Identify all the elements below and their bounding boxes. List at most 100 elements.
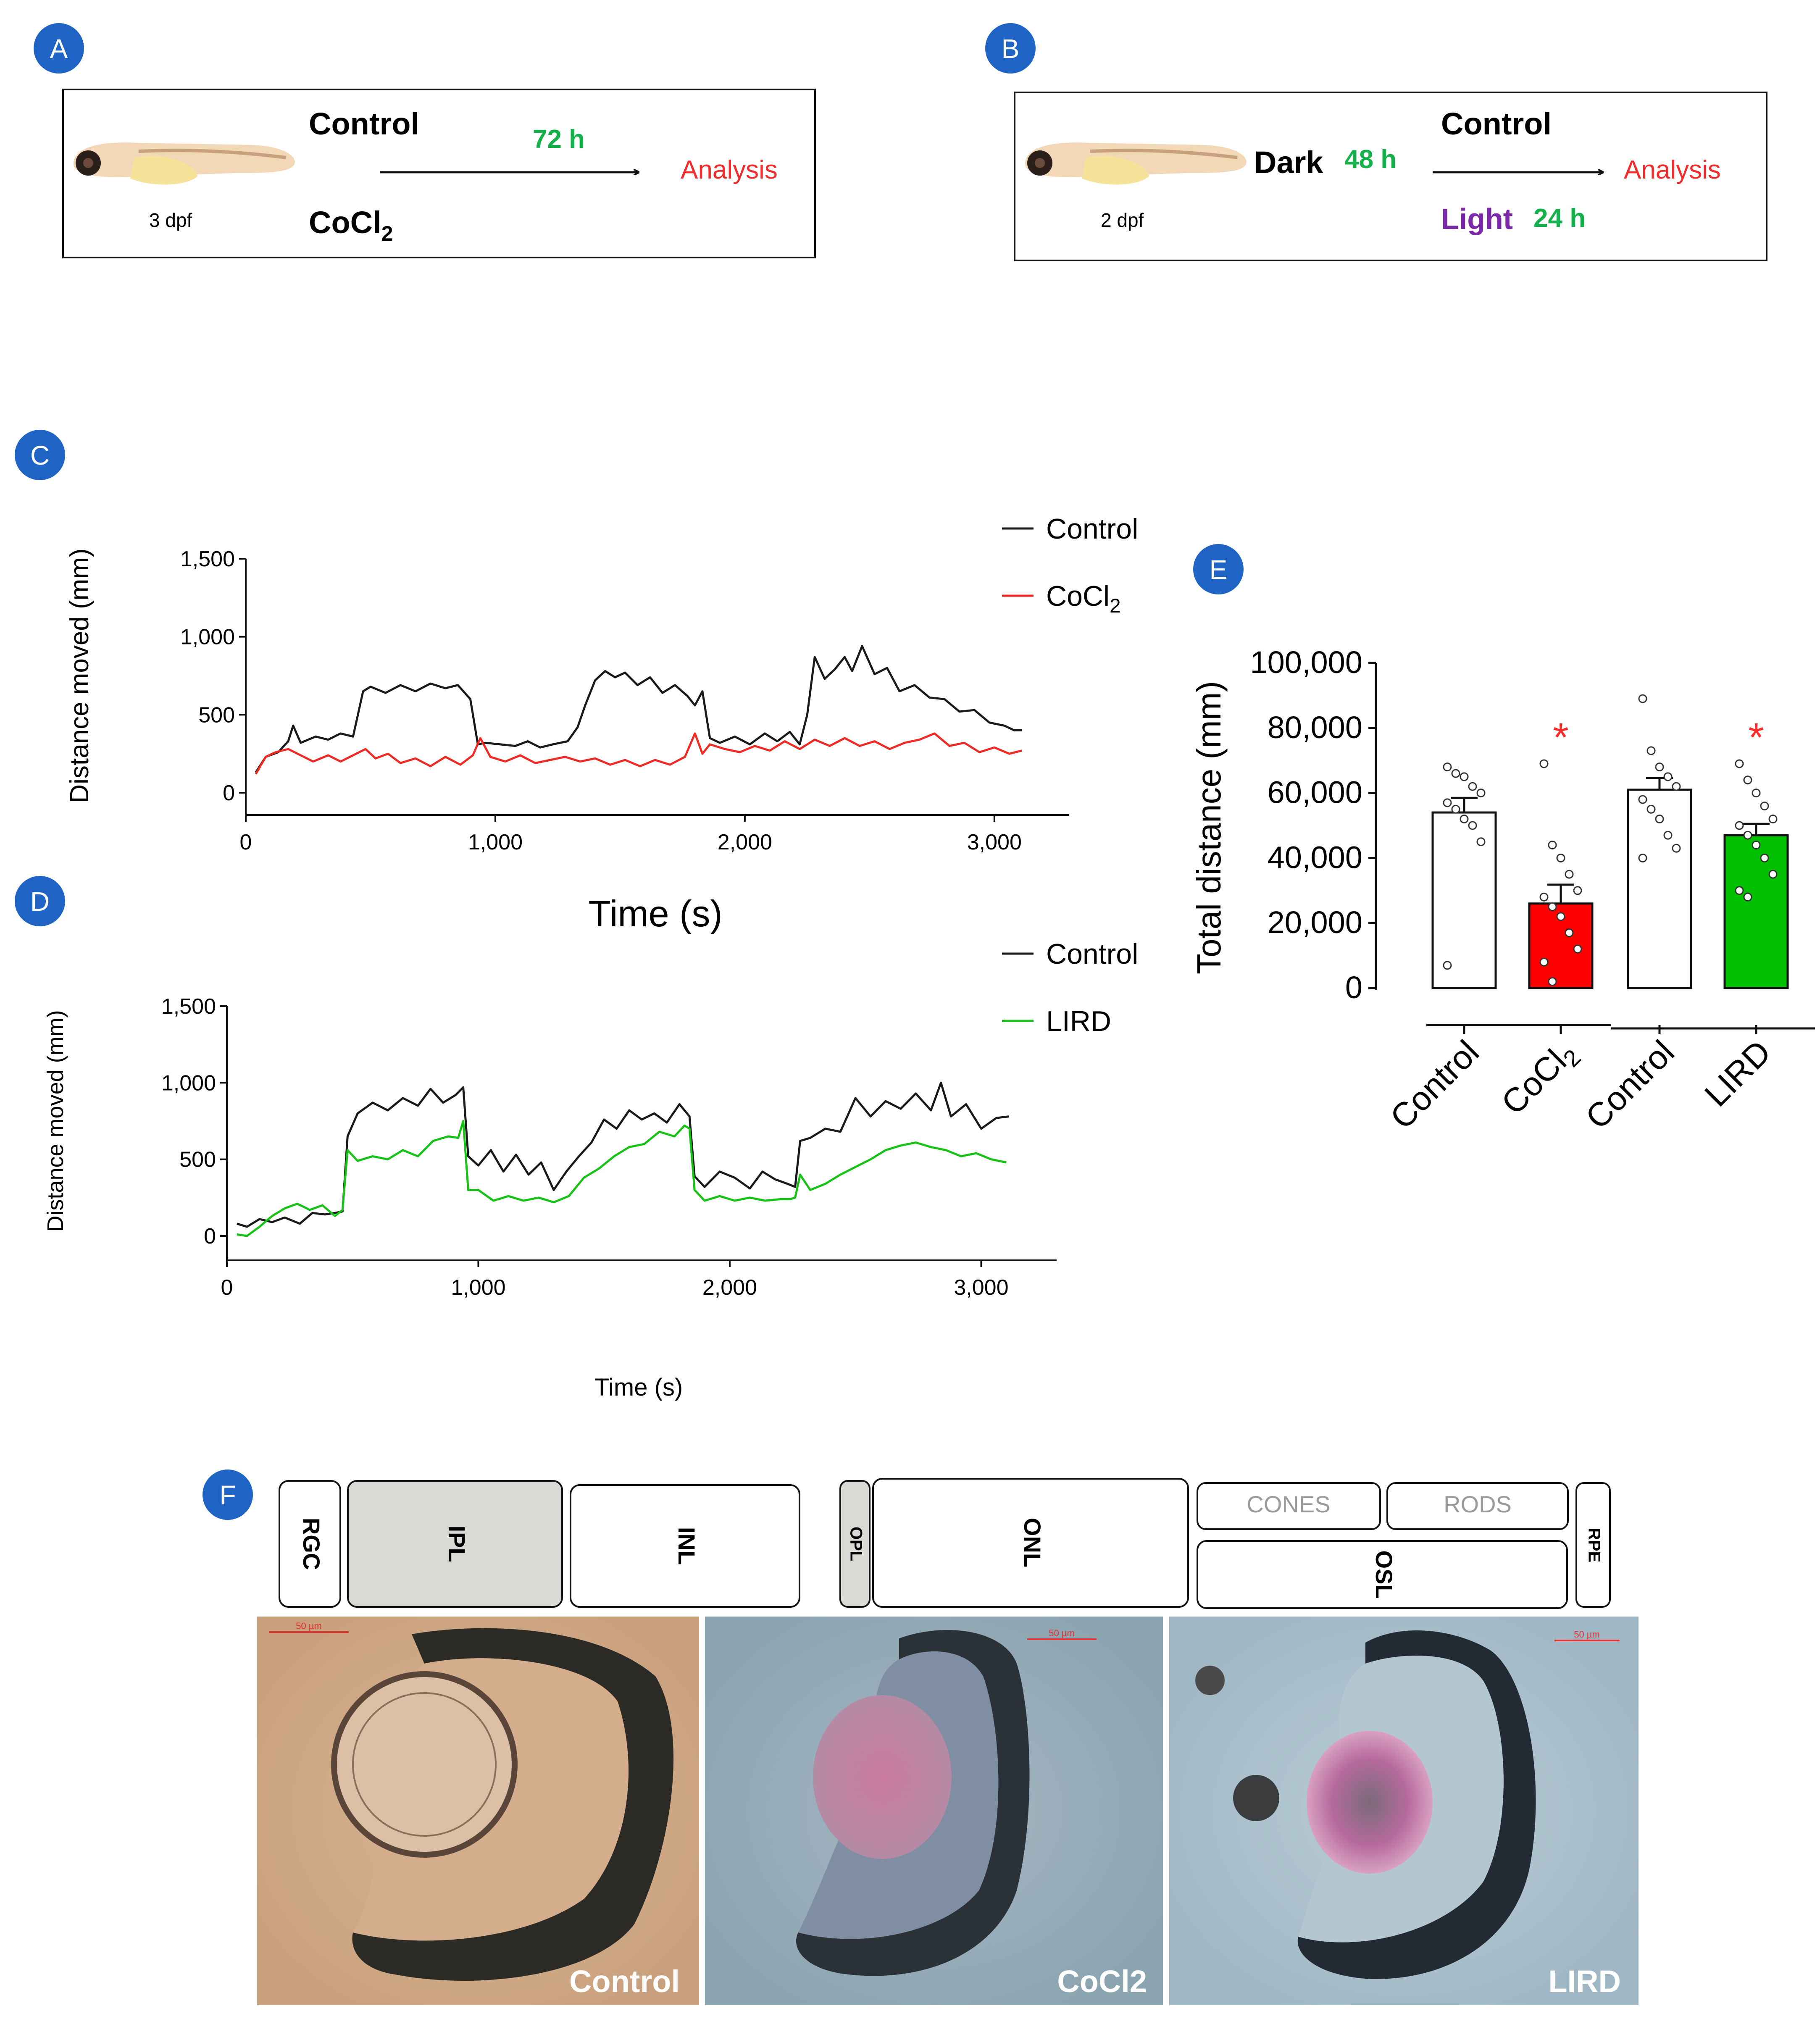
panel-badge-f [203,1470,253,1520]
data-point [1443,798,1452,807]
lens [1307,1731,1433,1874]
data-point [1556,912,1565,921]
data-point [1638,694,1647,703]
y-tick-label: 0 [1345,970,1362,1005]
data-point [1539,957,1549,967]
x-tick-label: 2,000 [718,830,772,854]
x-tick-label: 0 [240,830,252,854]
series-line-control [255,645,1022,773]
data-point [1468,782,1477,791]
layer-label-cones: CONES [1247,1491,1330,1517]
data-point [1672,844,1681,853]
data-point [1460,772,1469,781]
data-point [1735,759,1744,768]
bar-3 [1723,834,1789,989]
analysis-label-b: Analysis [1624,155,1721,184]
cocl2-label-a: CoCl2 [309,205,393,245]
micrograph-control: 50 µm Control [257,1617,699,2005]
y-tick-label: 80,000 [1268,710,1362,745]
panel-d: D 0 500 1,000 1,500 0 1,000 2,000 3,000 Distance… [15,876,1138,1401]
layer-label-inl: INL [673,1527,700,1565]
layer-box-inl [570,1484,800,1608]
y-tick-label: 20,000 [1268,905,1362,940]
x-category-label: CoCl2 [1494,1033,1586,1125]
layer-box-rgc [279,1480,341,1608]
rpe-pigment-band [796,1630,1030,1976]
debris-spot [1195,1666,1225,1695]
x-axis-title: Time (s) [594,1374,683,1401]
lens [813,1695,952,1859]
y-tick-label: 0 [204,1224,216,1249]
data-point [1573,886,1582,895]
stage-label-b: 2 dpf [1101,209,1144,231]
data-point [1539,892,1549,902]
stage-label-a: 3 dpf [149,209,192,231]
significance-marker: * [1748,715,1764,760]
scale-bar-label: 50 µm [1574,1629,1600,1640]
panel-label-d: D [30,886,50,917]
data-point [1548,840,1557,849]
data-point [1760,802,1769,811]
data-point [1646,804,1656,814]
data-point [1565,928,1574,937]
data-point [1468,821,1477,830]
data-point [1443,762,1452,772]
legend-label: Control [1046,938,1138,970]
chart-c: 0 500 1,000 1,500 0 1,000 2,000 3,000 Distance m… [65,513,1138,934]
panel-label-e: E [1210,555,1228,585]
series-line-lird [237,1120,1007,1237]
data-point [1443,961,1452,970]
y-tick-label: 500 [198,703,235,727]
x-tick-label: 3,000 [954,1275,1008,1300]
data-point [1743,892,1752,902]
significance-marker: * [1553,715,1568,760]
data-point [1451,769,1460,778]
zebrafish-larva-icon [74,142,295,185]
x-tick-label: 0 [221,1275,233,1300]
data-point [1743,776,1752,785]
data-point [1768,815,1778,824]
y-tick-label: 1,500 [180,547,235,571]
panel-a: A 3 dpf Control CoCl2 72 h Analysis [34,23,816,258]
data-point [1752,840,1761,849]
panel-label-b: B [1002,34,1020,64]
chart-e: 0 20,000 40,000 60,000 80,000 100,000 Total di… [1190,645,1815,1136]
panel-b: B 2 dpf Dark 48 h Control Analysis Light… [985,23,1767,261]
x-category-label: Control [1578,1033,1681,1136]
layer-box-cones [1197,1482,1381,1530]
zebrafish-larva-icon [1025,142,1247,185]
data-point [1743,831,1752,840]
dark-time-label-b: 48 h [1344,145,1397,174]
data-point [1476,789,1486,798]
data-point [1646,746,1656,755]
scale-bar-label: 50 µm [1049,1628,1075,1638]
layer-label-rgc: RGC [298,1518,325,1570]
data-point [1663,831,1673,840]
control-label-b: Control [1441,106,1552,141]
data-point [1663,772,1673,781]
data-point [1460,815,1469,824]
x-tick-label: 3,000 [967,830,1022,854]
panel-badge-d [15,876,65,926]
panel-badge-c [15,430,65,480]
y-tick-label: 0 [223,781,235,805]
layer-label-rods: RODS [1444,1491,1512,1517]
data-point [1548,902,1557,911]
layer-label-opl: OPL [847,1527,865,1561]
series-line-control [237,1081,1009,1228]
data-point [1735,886,1744,895]
panel-label-a: A [50,34,68,64]
debris-spot [1233,1775,1279,1821]
panel-badge-a [34,23,84,74]
panel-label-c: C [30,440,50,471]
light-time-label-b: 24 h [1533,204,1586,233]
micrograph-cocl2: 50 µm CoCl2 [705,1617,1163,2005]
layer-box-onl [872,1478,1189,1608]
analysis-label-a: Analysis [681,155,778,184]
y-axis-title: Total distance (mm) [1190,681,1228,974]
rpe-pigment-band [1297,1630,1536,1979]
layer-box-osl [1197,1540,1568,1609]
data-point [1655,815,1664,824]
data-point [1760,853,1769,862]
